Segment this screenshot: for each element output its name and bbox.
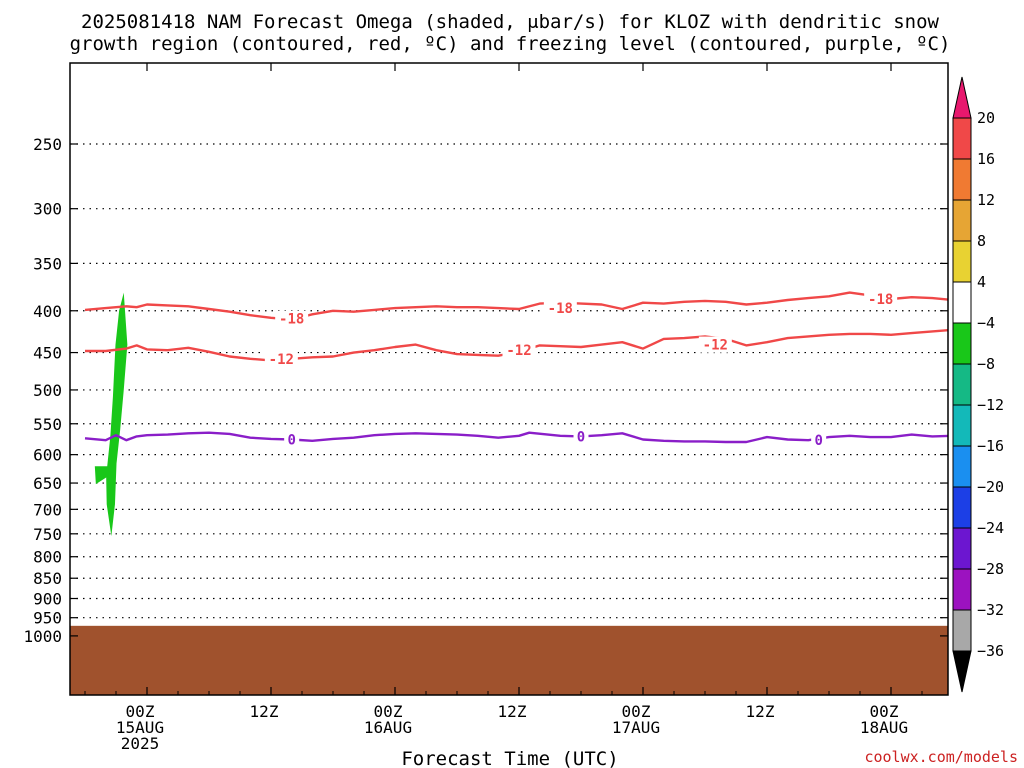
colorbar-segment: [952, 117, 972, 160]
y-tick-label-600: 600: [33, 446, 62, 465]
y-tick-label-450: 450: [33, 344, 62, 363]
colorbar-label--36: −36: [977, 642, 1004, 660]
colorbar-label--20: −20: [977, 478, 1004, 496]
y-tick-label-800: 800: [33, 548, 62, 567]
title-line-1: 2025081418 NAM Forecast Omega (shaded, μ…: [81, 11, 939, 33]
contour--18-0: [84, 291, 948, 321]
colorbar-segment: [952, 527, 972, 570]
colorbar-segment: [952, 322, 972, 365]
x-tick-label: 00Z: [622, 702, 651, 721]
colorbar-label--16: −16: [977, 437, 1004, 455]
colorbar-label-8: 8: [977, 232, 986, 250]
x-tick-label: 00Z: [126, 702, 155, 721]
colorbar-segment: [952, 158, 972, 201]
y-tick-label-350: 350: [33, 254, 62, 273]
contour-label--12: -12: [703, 338, 728, 354]
colorbar-label--8: −8: [977, 355, 995, 373]
terrain-fill: [70, 625, 948, 695]
colorbar-label--24: −24: [977, 519, 1004, 537]
x-tick-label: 00Z: [870, 702, 899, 721]
x-tick-label: 12Z: [250, 702, 279, 721]
y-axis: 250 300 350 400 450 500 550 600 650 700 750 800 850 9…: [23, 135, 948, 646]
y-tick-label-750: 750: [33, 525, 62, 544]
contour-label-0: 0: [814, 433, 822, 449]
contour-label--18: -18: [279, 312, 304, 328]
colorbar-label--28: −28: [977, 560, 1004, 578]
contour-label-0: 0: [287, 433, 295, 449]
colorbar-segment: [952, 240, 972, 283]
y-tick-label-650: 650: [33, 474, 62, 493]
title-line-2: growth region (contoured, red, ºC) and f…: [70, 33, 951, 55]
colorbar-segment: [952, 404, 972, 447]
colorbar-label-20: 20: [977, 109, 995, 127]
credit-text: coolwx.com/models: [864, 748, 1018, 766]
colorbar-top-arrow: [952, 76, 972, 119]
contour-label-bg: [573, 428, 589, 445]
y-tick-label-250: 250: [33, 135, 62, 154]
colorbar-label--12: −12: [977, 396, 1004, 414]
x-tick-label: 16AUG: [364, 718, 412, 737]
contour-label-bg: [275, 310, 309, 327]
contour-label--12: -12: [506, 343, 531, 359]
contour-label-bg: [864, 291, 898, 308]
contour-label-bg: [264, 350, 298, 367]
contour-label-bg: [543, 300, 577, 317]
contour-label--12: -12: [269, 352, 294, 368]
x-axis-label: Forecast Time (UTC): [401, 748, 618, 768]
y-tick-label-850: 850: [33, 569, 62, 588]
x-tick-label: 00Z: [374, 702, 403, 721]
x-tick-label: 12Z: [498, 702, 527, 721]
colorbar-label-4: 4: [977, 273, 986, 291]
x-tick-label: 2025: [121, 734, 160, 753]
colorbar-label-16: 16: [977, 150, 995, 168]
contour-label--18: -18: [548, 301, 573, 317]
omega-colorbar: 20 16 12 8 4 −4 −8 −12 −16 −20 −24 −28 −32 −36: [952, 76, 1004, 693]
y-tick-label-700: 700: [33, 500, 62, 519]
x-tick-label: 12Z: [746, 702, 775, 721]
x-tick-label: 17AUG: [612, 718, 660, 737]
omega-shade-0: [94, 292, 128, 537]
colorbar-segment: [952, 199, 972, 242]
contour-label--18: -18: [868, 292, 893, 308]
colorbar-segment: [952, 609, 972, 652]
x-tick-label: 15AUG: [116, 718, 164, 737]
colorbar-segment: [952, 445, 972, 488]
contour-label-bg: [811, 432, 827, 449]
colorbar-segment: [952, 281, 972, 324]
contour-label-bg: [502, 342, 536, 359]
colorbar-segment: [952, 568, 972, 611]
plot-frame: [69, 62, 949, 696]
colorbar-label--32: −32: [977, 601, 1004, 619]
colorbar-label--4: −4: [977, 314, 995, 332]
y-tick-label-400: 400: [33, 302, 62, 321]
colorbar-bottom-arrow: [952, 650, 972, 693]
plot-area: -18 -18 -18 -12 -12 -12 0 0 0: [69, 62, 949, 696]
contour-label-bg: [698, 336, 732, 353]
colorbar-segment: [952, 363, 972, 406]
contour-0-2: [84, 431, 948, 444]
y-tick-label-950: 950: [33, 609, 62, 628]
colorbar-segment: [952, 486, 972, 529]
y-tick-label-300: 300: [33, 200, 62, 219]
contour-label-bg: [284, 431, 300, 448]
contour-label-0: 0: [577, 429, 585, 445]
y-tick-label-500: 500: [33, 381, 62, 400]
y-tick-label-1000: 1000: [23, 627, 62, 646]
y-tick-label-900: 900: [33, 590, 62, 609]
chart-title: 2025081418 NAM Forecast Omega (shaded, μ…: [70, 11, 951, 55]
colorbar-label-12: 12: [977, 191, 995, 209]
y-tick-label-550: 550: [33, 415, 62, 434]
x-tick-label: 18AUG: [860, 718, 908, 737]
